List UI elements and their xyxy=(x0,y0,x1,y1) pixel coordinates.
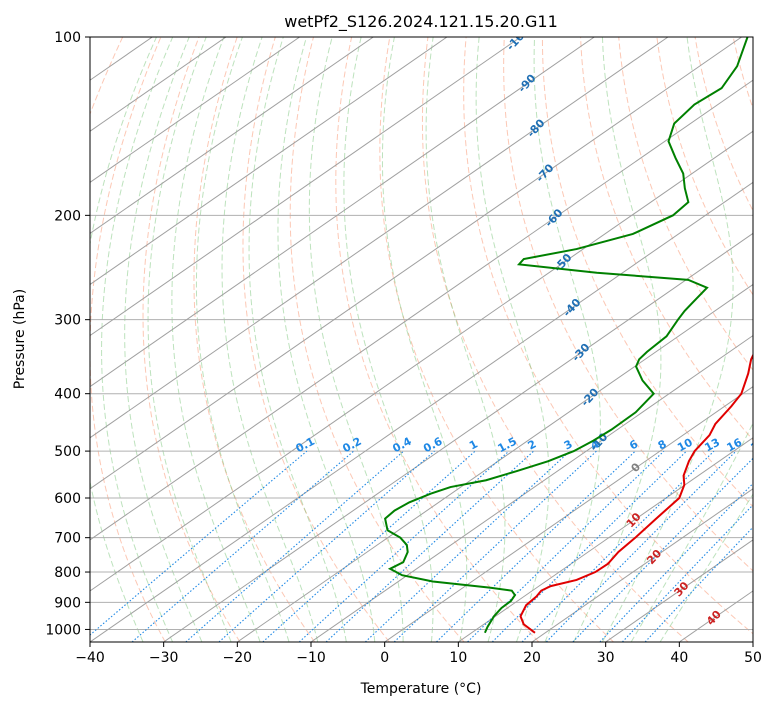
isotherm-line xyxy=(384,386,753,642)
isotherm-line xyxy=(90,37,669,439)
mixing-ratio-label: 13 xyxy=(702,436,722,455)
x-tick-label: 40 xyxy=(670,650,688,666)
dry-adiabat xyxy=(580,37,753,441)
y-tick-label: 300 xyxy=(54,313,81,329)
chart-title: wetPf2_S126.2024.121.15.20.G11 xyxy=(284,12,558,32)
y-tick-label: 100 xyxy=(54,30,81,46)
mixing-ratio-line xyxy=(298,450,510,642)
moist-adiabat xyxy=(195,37,290,642)
y-tick-label: 500 xyxy=(54,444,81,460)
isotherm-line xyxy=(90,37,300,183)
x-tick-label: 30 xyxy=(597,650,615,666)
y-tick-label: 600 xyxy=(54,491,81,507)
y-tick-label: 1000 xyxy=(45,622,81,638)
y-tick-label: 700 xyxy=(54,531,81,547)
y-axis-title: Pressure (hPa) xyxy=(12,289,28,389)
isotherm-line xyxy=(605,539,753,642)
moist-adiabat xyxy=(171,37,261,642)
mixing-ratio-line xyxy=(436,450,636,642)
isotherm-line xyxy=(90,181,753,642)
background-lines xyxy=(90,37,753,642)
isotherm-line xyxy=(90,37,595,388)
mixing-ratio-label: 10 xyxy=(675,436,695,455)
moist-adiabat xyxy=(308,37,404,642)
dry-adiabat xyxy=(289,37,465,642)
x-tick-label: 0 xyxy=(380,650,389,666)
dry-adiabat xyxy=(379,37,614,642)
dry-adiabat xyxy=(541,37,753,508)
plot-frame xyxy=(89,36,754,643)
moist-adiabat xyxy=(659,493,753,642)
dry-adiabat xyxy=(142,37,241,642)
moist-adiabat xyxy=(630,422,753,642)
dry-adiabat xyxy=(503,37,753,572)
isotherm-line xyxy=(458,437,753,642)
dry-adiabat xyxy=(421,37,689,642)
dry-adiabat xyxy=(618,37,753,371)
mixing-ratio-line xyxy=(572,457,753,642)
moist-adiabat xyxy=(533,37,601,642)
moist-adiabat xyxy=(124,37,203,642)
mixing-ratio-line xyxy=(599,482,753,642)
x-tick-label: 10 xyxy=(449,650,467,666)
mixing-ratio-line xyxy=(545,450,737,642)
dewpoint-profile-line xyxy=(384,37,749,634)
mixing-ratio-line xyxy=(621,504,753,642)
mixing-ratio-line xyxy=(185,450,405,642)
x-axis: −40 −30 −20 −10 0 10 20 30 40 50 xyxy=(75,642,762,666)
moist-adiabat xyxy=(381,37,468,642)
isotherm-line xyxy=(531,488,753,642)
mixing-ratio-line xyxy=(491,450,687,642)
isotherm-line xyxy=(90,37,448,286)
mixing-ratio-line xyxy=(644,526,753,642)
x-tick-label: −20 xyxy=(223,650,253,666)
mixing-ratio-line xyxy=(90,450,308,636)
mixing-ratio-line xyxy=(131,450,355,642)
isotherm-line xyxy=(90,37,521,337)
isotherm-line xyxy=(90,37,742,490)
isotherm-line xyxy=(90,37,374,235)
x-axis-title: Temperature (°C) xyxy=(360,681,482,697)
mixing-ratio-line xyxy=(325,450,535,642)
moist-adiabat xyxy=(221,37,319,642)
mixing-ratio-label: 20 xyxy=(749,436,769,455)
profile-lines xyxy=(384,37,753,634)
y-tick-label: 200 xyxy=(54,208,81,224)
dry-adiabat xyxy=(694,37,753,212)
moist-adiabat xyxy=(101,37,174,642)
dry-adiabat xyxy=(242,37,390,642)
mixing-ratio-label: 16 xyxy=(725,436,745,455)
y-tick-label: 400 xyxy=(54,387,81,403)
mixing-ratio-line xyxy=(218,450,435,642)
mixing-ratio-line xyxy=(262,450,476,642)
dry-adiabat xyxy=(193,37,316,642)
y-tick-label: 800 xyxy=(54,565,81,581)
moist-adiabat xyxy=(248,37,347,642)
moist-adiabat xyxy=(147,37,232,642)
moist-adiabat xyxy=(90,37,157,642)
y-tick-label: 900 xyxy=(54,595,81,611)
moist-adiabat xyxy=(425,37,506,642)
y-axis: 100 200 300 400 500 600 700 800 900 1000 xyxy=(45,30,90,638)
isotherm-line xyxy=(90,130,753,592)
isotherm-line xyxy=(310,334,753,642)
mixing-ratio-line xyxy=(467,450,665,642)
moist-adiabat xyxy=(277,37,376,642)
isotherm-line xyxy=(163,232,753,642)
x-tick-label: 50 xyxy=(744,650,762,666)
moist-adiabat xyxy=(475,37,550,642)
x-tick-label: −30 xyxy=(149,650,179,666)
x-tick-label: 20 xyxy=(523,650,541,666)
moist-adiabat xyxy=(343,37,434,642)
isotherm-line xyxy=(237,283,753,642)
moist-adiabat xyxy=(601,37,734,642)
mixing-ratio-line xyxy=(393,450,597,642)
temperature-profile-line xyxy=(519,353,753,634)
dry-adiabat xyxy=(463,37,753,635)
x-tick-label: −40 xyxy=(75,650,105,666)
x-tick-label: −10 xyxy=(296,650,326,666)
